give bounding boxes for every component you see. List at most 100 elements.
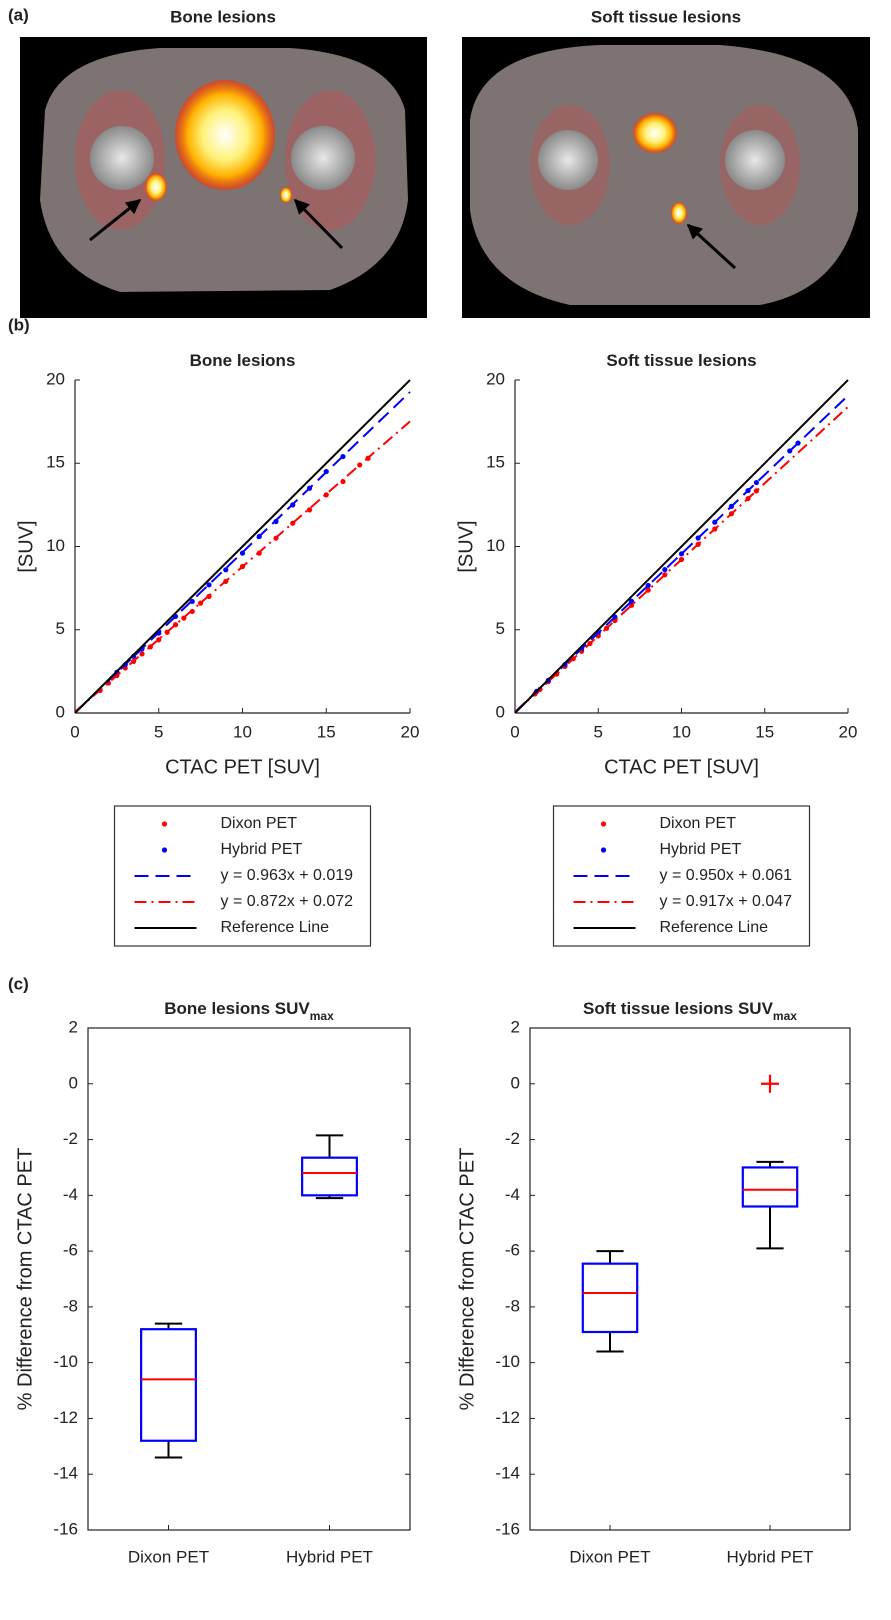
legend-marker (161, 821, 168, 827)
y-tick-label: 2 (69, 1017, 78, 1036)
box (741, 1166, 799, 1208)
y-tick-label: 10 (46, 536, 65, 555)
x-axis-label: CTAC PET [SUV] (604, 756, 759, 778)
x-tick-label: Dixon PET (128, 1547, 209, 1566)
x-tick-label: 5 (154, 722, 163, 741)
x-tick-label: Dixon PET (569, 1547, 650, 1566)
y-tick-label: 5 (496, 619, 505, 638)
chart-title: Soft tissue lesions (606, 351, 756, 370)
fit-line (74, 420, 411, 713)
box (301, 1156, 358, 1197)
fit-line (514, 379, 849, 714)
point (198, 600, 204, 606)
y-tick-label: -10 (53, 1352, 78, 1371)
y-tick-label: 15 (46, 453, 65, 472)
pet-image (20, 37, 427, 318)
chart-title-text: Soft tissue lesions SUV (583, 999, 774, 1018)
legend-label: y = 0.917x + 0.047 (660, 893, 793, 910)
chart-title-text: Bone lesions (190, 351, 296, 370)
y-axis-label: [SUV] (15, 520, 37, 572)
y-axis-label: % Difference from CTAC PET (14, 1148, 36, 1411)
chart-title: Soft tissue lesions SUVmax (583, 999, 797, 1023)
image-title: Soft tissue lesions (591, 7, 741, 26)
point (223, 567, 229, 573)
y-axis-label: [SUV] (455, 520, 477, 572)
y-tick-label: 0 (56, 702, 65, 721)
panel-label: (b) (8, 315, 30, 334)
image-title: Bone lesions (170, 7, 276, 26)
fit-line (74, 379, 411, 714)
legend-label: Hybrid PET (221, 841, 303, 858)
fit-line (514, 406, 849, 713)
y-tick-label: -14 (495, 1464, 520, 1483)
y-tick-label: -12 (53, 1408, 78, 1427)
x-tick-label: 15 (755, 722, 774, 741)
y-tick-label: -2 (505, 1129, 520, 1148)
y-tick-label: -8 (505, 1296, 520, 1315)
legend-label: Reference Line (221, 919, 330, 936)
x-tick-label: 0 (510, 722, 519, 741)
y-tick-label: 15 (486, 453, 505, 472)
chart-title-text: Bone lesions SUV (164, 999, 310, 1018)
axes-frame (529, 1027, 851, 1531)
y-tick-label: 5 (56, 619, 65, 638)
axes-frame (87, 1027, 411, 1531)
x-tick-label: 5 (594, 722, 603, 741)
y-tick-label: 0 (496, 702, 505, 721)
y-tick-label: -6 (505, 1241, 520, 1260)
y-axis-label: % Difference from CTAC PET (456, 1148, 478, 1411)
y-tick-label: 20 (46, 369, 65, 388)
point (628, 602, 635, 608)
y-tick-label: -4 (505, 1185, 520, 1204)
legend-marker (600, 821, 607, 827)
legend-label: Dixon PET (660, 815, 737, 832)
point (139, 651, 145, 657)
point (206, 582, 212, 588)
x-tick-label: 15 (317, 722, 336, 741)
point (662, 567, 668, 573)
y-tick-label: 0 (511, 1073, 520, 1092)
panel-label: (c) (8, 974, 29, 993)
legend-label: y = 0.950x + 0.061 (660, 867, 793, 884)
x-tick-label: Hybrid PET (286, 1547, 373, 1566)
point (156, 637, 162, 643)
legend-label: y = 0.872x + 0.072 (221, 893, 354, 910)
y-tick-label: 0 (69, 1073, 78, 1092)
pet-image (462, 37, 870, 318)
legend-marker (161, 847, 168, 853)
legend-label: Hybrid PET (660, 841, 742, 858)
x-tick-label: Hybrid PET (727, 1547, 814, 1566)
y-tick-label: -2 (63, 1129, 78, 1148)
y-tick-label: 2 (511, 1017, 520, 1036)
x-axis-label: CTAC PET [SUV] (165, 756, 320, 778)
y-tick-label: -4 (63, 1185, 78, 1204)
x-tick-label: 20 (839, 722, 858, 741)
point (306, 507, 313, 513)
y-tick-label: 10 (486, 536, 505, 555)
x-tick-label: 0 (70, 722, 79, 741)
fit-line (74, 391, 411, 714)
point (357, 462, 363, 468)
y-tick-label: 20 (486, 369, 505, 388)
legend-marker (600, 847, 607, 853)
legend-label: y = 0.963x + 0.019 (221, 867, 354, 884)
y-tick-label: -14 (53, 1464, 78, 1483)
chart-title: Bone lesions (190, 351, 296, 370)
x-tick-label: 10 (672, 722, 691, 741)
y-tick-label: -8 (63, 1296, 78, 1315)
legend-label: Dixon PET (221, 815, 298, 832)
outlier (761, 1074, 779, 1093)
y-tick-label: -12 (495, 1408, 520, 1427)
chart-title-sub: max (310, 1009, 334, 1023)
x-tick-label: 10 (233, 722, 252, 741)
y-tick-label: -16 (53, 1519, 78, 1538)
point (753, 479, 760, 486)
chart-title-text: Soft tissue lesions (606, 351, 756, 370)
panel-label: (a) (8, 5, 29, 24)
box (140, 1328, 197, 1442)
x-tick-label: 20 (401, 722, 420, 741)
y-tick-label: -10 (495, 1352, 520, 1371)
y-tick-label: -16 (495, 1519, 520, 1538)
y-tick-label: -6 (63, 1241, 78, 1260)
